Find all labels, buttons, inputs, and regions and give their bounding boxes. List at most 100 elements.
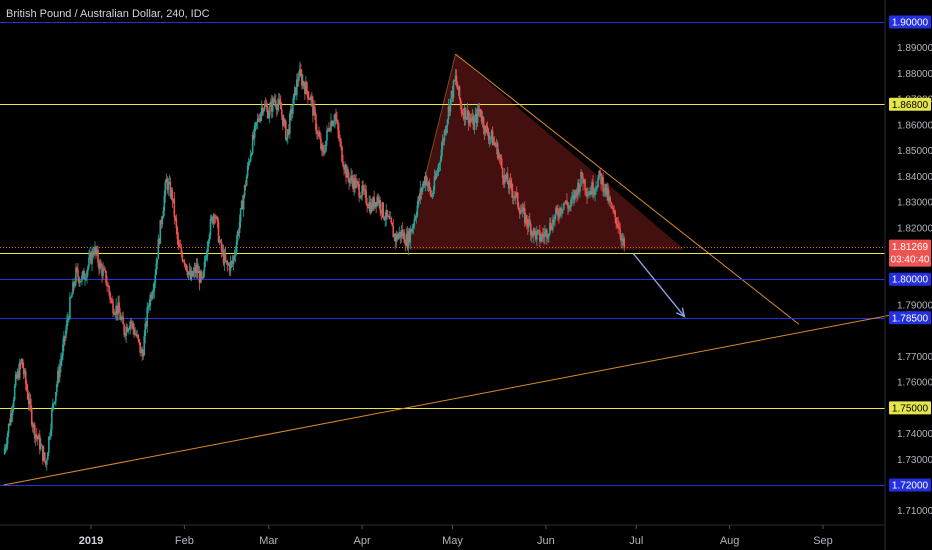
candle-body <box>420 188 423 193</box>
candle-body <box>313 107 315 116</box>
candle-body <box>100 262 102 267</box>
candle-body <box>207 240 210 248</box>
horizontal-levels-layer <box>0 22 885 486</box>
candle-body <box>215 216 218 219</box>
candle-body <box>348 177 350 183</box>
candle-body <box>60 360 62 366</box>
candle-body <box>621 239 623 242</box>
price-tick-label: 1.76000 <box>897 378 932 389</box>
candle-body <box>80 280 82 282</box>
candle-body <box>431 194 434 197</box>
candle-body <box>393 234 396 238</box>
candle-body <box>248 161 251 163</box>
candle-body <box>608 197 610 201</box>
candle-body <box>26 390 29 400</box>
candle-body <box>350 175 352 180</box>
candle-body <box>462 113 465 119</box>
candle-body <box>290 109 292 114</box>
candle-body <box>589 191 591 195</box>
price-axis[interactable]: 1.890001.880001.870001.860001.850001.840… <box>897 43 932 517</box>
candle-body <box>318 132 320 137</box>
candle-body <box>163 195 166 211</box>
candle-body <box>330 121 332 131</box>
candle-body <box>375 202 377 206</box>
candle-body <box>270 101 273 112</box>
level-tag-1.78500-text: 1.78500 <box>892 313 929 324</box>
candle-body <box>358 184 360 197</box>
candle-body <box>157 239 160 260</box>
candles-layer <box>3 61 625 471</box>
candle-body <box>361 185 363 197</box>
candle-body <box>526 223 529 228</box>
price-tick-label: 1.83000 <box>897 198 932 209</box>
candle-body <box>515 192 518 194</box>
candle-body <box>74 283 76 287</box>
candle-body <box>422 181 425 187</box>
candle-body <box>114 313 116 315</box>
candle-body <box>255 122 258 124</box>
candle-body <box>392 226 395 238</box>
candle-body <box>430 194 433 197</box>
candle-body <box>180 247 183 254</box>
candle-body <box>57 370 59 384</box>
candle-body <box>131 322 133 324</box>
candle-body <box>140 349 143 353</box>
candle-body <box>553 219 555 222</box>
candle-body <box>130 321 132 324</box>
candle-body <box>582 177 584 184</box>
candle-body <box>129 321 131 329</box>
candle-body <box>50 429 52 437</box>
candle-body <box>388 216 391 219</box>
candle-body <box>512 196 515 198</box>
candle-body <box>251 134 254 154</box>
candle-body <box>599 170 601 174</box>
candle-body <box>451 90 454 98</box>
candle-body <box>102 268 104 277</box>
time-tick-label: May <box>442 535 463 547</box>
candle-body <box>231 261 234 264</box>
candle-body <box>149 294 152 306</box>
candle-body <box>105 271 107 284</box>
candle-body <box>228 264 231 271</box>
candle-body <box>317 132 319 134</box>
candle-body <box>569 206 571 208</box>
candle-body <box>79 281 81 284</box>
candle-body <box>517 205 520 210</box>
candle-body <box>265 105 268 108</box>
candle-body <box>487 134 490 140</box>
candle-body <box>390 217 393 223</box>
candle-body <box>30 407 33 425</box>
candle-body <box>448 106 451 112</box>
candle-body <box>77 269 79 278</box>
candle-body <box>355 181 357 188</box>
candle-body <box>438 163 441 166</box>
candle-body <box>199 271 202 283</box>
current-price-tag-text: 1.81269 <box>892 242 929 253</box>
candle-body <box>71 294 73 298</box>
candle-body <box>436 172 439 174</box>
candle-body <box>292 105 294 114</box>
candle-body <box>525 215 528 224</box>
time-tick-label: Jun <box>537 535 555 547</box>
candle-body <box>216 216 219 222</box>
candle-body <box>117 302 119 315</box>
candle-body <box>249 154 252 162</box>
candle-body <box>379 199 381 211</box>
candle-body <box>82 270 84 276</box>
candle-body <box>93 253 95 255</box>
candle-body <box>576 191 578 197</box>
candle-body <box>34 434 37 439</box>
price-tick-label: 1.79000 <box>897 300 932 311</box>
candle-body <box>13 385 16 400</box>
candle-body <box>20 359 23 364</box>
candle-body <box>72 282 74 295</box>
time-axis[interactable]: 2019 Feb Mar Apr May Jun Jul Aug Sep <box>79 525 833 547</box>
candle-body <box>172 198 175 201</box>
candle-body <box>469 118 472 120</box>
candle-body <box>575 190 577 192</box>
candle-body <box>245 176 248 187</box>
rising-trendline <box>3 310 911 486</box>
level-tag-1.80000-text: 1.80000 <box>892 275 929 286</box>
candle-body <box>261 107 264 112</box>
